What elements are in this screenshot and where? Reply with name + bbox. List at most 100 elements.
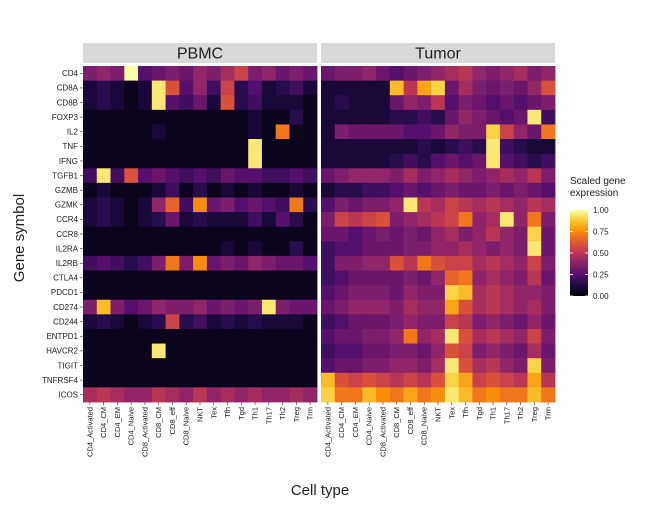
heatmap-cell bbox=[289, 387, 304, 403]
heatmap-cell bbox=[527, 270, 542, 286]
heatmap-cell bbox=[417, 285, 432, 301]
heatmap-cell bbox=[275, 328, 290, 344]
gene-label: PDCD1 bbox=[51, 288, 79, 297]
heatmap-cell bbox=[417, 372, 432, 388]
heatmap-cell bbox=[321, 314, 336, 330]
heatmap-cell bbox=[261, 226, 277, 242]
heatmap-cell bbox=[110, 343, 125, 359]
heatmap-cell bbox=[527, 285, 542, 301]
heatmap-cell bbox=[417, 212, 432, 228]
heatmap-cell bbox=[472, 358, 487, 374]
heatmap-cell bbox=[248, 241, 263, 257]
heatmap-cell bbox=[261, 343, 277, 359]
heatmap-cell bbox=[124, 66, 139, 82]
gene-label: IL2RB bbox=[56, 259, 78, 268]
heatmap-cell bbox=[165, 109, 180, 125]
heatmap-cell bbox=[206, 95, 222, 111]
heatmap-cell bbox=[234, 285, 249, 301]
heatmap-cell bbox=[541, 387, 556, 403]
heatmap-cell bbox=[83, 270, 98, 286]
heatmap-cell bbox=[303, 182, 318, 198]
heatmap-cell bbox=[96, 153, 111, 169]
heatmap-cell bbox=[444, 80, 460, 96]
x-tick-label: Tfh bbox=[223, 407, 232, 418]
legend-title: expression bbox=[570, 188, 618, 199]
heatmap-cell bbox=[362, 299, 377, 315]
x-tick-label: Th17 bbox=[502, 407, 511, 424]
heatmap-cell bbox=[220, 270, 235, 286]
heatmap-cell bbox=[96, 168, 111, 184]
y-axis-title: Gene symbol bbox=[11, 194, 28, 282]
heatmap-cell bbox=[179, 270, 194, 286]
heatmap-cell bbox=[110, 358, 125, 374]
legend-tick-label: 0.00 bbox=[593, 292, 609, 301]
heatmap-cell bbox=[321, 343, 336, 359]
heatmap-cell bbox=[376, 212, 391, 228]
heatmap-cell bbox=[83, 314, 98, 330]
x-tick-label: CD4_Activated bbox=[85, 407, 94, 457]
heatmap-cell bbox=[165, 270, 180, 286]
heatmap-cell bbox=[83, 80, 98, 96]
heatmap-cell bbox=[403, 182, 418, 198]
heatmap-cell bbox=[96, 328, 111, 344]
heatmap-cell bbox=[165, 197, 180, 213]
heatmap-cell bbox=[334, 255, 349, 271]
heatmap-cell bbox=[541, 358, 556, 374]
heatmap-cell bbox=[389, 270, 404, 286]
heatmap-cell bbox=[403, 95, 418, 111]
heatmap-cell bbox=[261, 285, 277, 301]
heatmap-cell bbox=[179, 358, 194, 374]
heatmap-cell bbox=[362, 212, 377, 228]
heatmap-cell bbox=[303, 66, 318, 82]
heatmap-cell bbox=[165, 226, 180, 242]
x-tick-label: CD4_Activated bbox=[323, 407, 332, 457]
heatmap-cell bbox=[124, 343, 139, 359]
heatmap-cell bbox=[458, 255, 473, 271]
heatmap-cell bbox=[275, 343, 290, 359]
heatmap-cell bbox=[124, 197, 139, 213]
gene-labels: CD4 CD8A CD8B FOXP3 IL2 TNF IFNG TGFB1 GZMB GZMK C… bbox=[42, 69, 83, 400]
heatmap-cell bbox=[303, 255, 318, 271]
heatmap-cell bbox=[472, 66, 487, 82]
heatmap-cell bbox=[206, 124, 222, 140]
heatmap-cell bbox=[321, 255, 336, 271]
heatmap-cell bbox=[165, 168, 180, 184]
heatmap-cell bbox=[289, 285, 304, 301]
heatmap-cell bbox=[431, 95, 446, 111]
gene-label: GZMB bbox=[55, 186, 78, 195]
heatmap-cell bbox=[431, 139, 446, 155]
heatmap-cell bbox=[220, 328, 235, 344]
heatmap-cell bbox=[389, 299, 404, 315]
heatmap-cell bbox=[206, 168, 222, 184]
gene-label: IFNG bbox=[59, 157, 78, 166]
heatmap-cell bbox=[275, 212, 290, 228]
heatmap-cell bbox=[362, 197, 377, 213]
heatmap-cell bbox=[499, 109, 515, 125]
heatmap-cell bbox=[124, 212, 139, 228]
heatmap-cell bbox=[220, 153, 235, 169]
heatmap-cell bbox=[458, 197, 473, 213]
heatmap-cell bbox=[261, 387, 277, 403]
heatmap-cell bbox=[248, 270, 263, 286]
heatmap-cell bbox=[206, 372, 222, 388]
heatmap-cell bbox=[527, 66, 542, 82]
heatmap-cell bbox=[541, 343, 556, 359]
heatmap-cell bbox=[234, 270, 249, 286]
x-tick-label: CD4_EM bbox=[113, 407, 122, 437]
heatmap-cell bbox=[321, 66, 336, 82]
heatmap-cell bbox=[124, 153, 139, 169]
heatmap-cell bbox=[110, 168, 125, 184]
heatmap-cell bbox=[193, 285, 208, 301]
heatmap-cell bbox=[193, 226, 208, 242]
heatmap-cell bbox=[334, 299, 349, 315]
heatmap-cell bbox=[124, 124, 139, 140]
gene-label: TNF bbox=[62, 142, 78, 151]
heatmap-cell bbox=[472, 124, 487, 140]
heatmap-cell bbox=[321, 299, 336, 315]
gene-label: IL2 bbox=[67, 128, 79, 137]
heatmap-cell bbox=[541, 66, 556, 82]
heatmap-cell bbox=[389, 226, 404, 242]
heatmap-cell bbox=[541, 226, 556, 242]
heatmap-cell bbox=[179, 212, 194, 228]
heatmap-cell bbox=[417, 328, 432, 344]
